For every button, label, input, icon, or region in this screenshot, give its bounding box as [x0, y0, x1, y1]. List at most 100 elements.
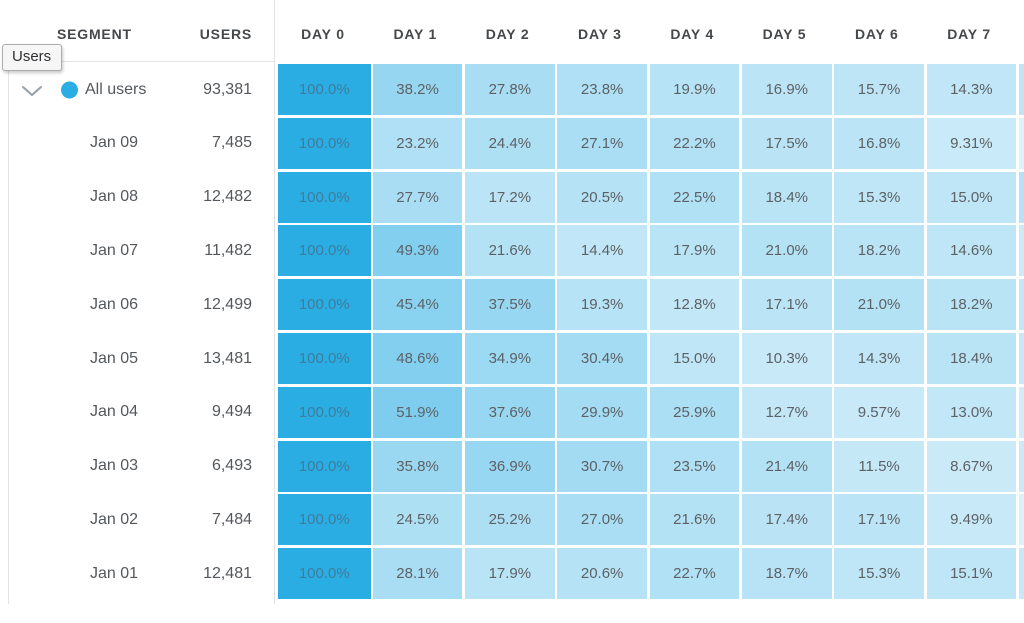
- retention-cell[interactable]: 15.7%: [834, 64, 924, 115]
- retention-cell[interactable]: 18.7%: [742, 548, 832, 600]
- retention-cell[interactable]: 17.1%: [834, 494, 924, 546]
- retention-cell[interactable]: 17.9%: [465, 548, 555, 600]
- retention-cell-partial[interactable]: [1018, 64, 1024, 115]
- retention-cell[interactable]: 24.4%: [465, 117, 555, 169]
- retention-cell[interactable]: 23.5%: [649, 440, 740, 492]
- retention-cell[interactable]: 15.3%: [834, 171, 924, 223]
- retention-cell[interactable]: 45.4%: [372, 279, 463, 331]
- retention-cell[interactable]: 21.0%: [834, 279, 924, 331]
- retention-cell[interactable]: 22.2%: [649, 117, 740, 169]
- retention-cell[interactable]: 14.3%: [834, 333, 924, 384]
- retention-cell[interactable]: 22.5%: [649, 171, 740, 223]
- retention-cell[interactable]: 30.7%: [557, 440, 647, 492]
- retention-cell[interactable]: 9.57%: [834, 386, 924, 438]
- retention-cell[interactable]: 100.0%: [278, 386, 371, 438]
- cohort-row[interactable]: All users 93,381 100.0% 38.2% 27.8% 23.8% 19.9…: [0, 64, 1024, 115]
- retention-cell[interactable]: 9.31%: [926, 117, 1017, 169]
- retention-cell-partial[interactable]: [1018, 333, 1024, 384]
- retention-cell[interactable]: 17.9%: [649, 225, 740, 277]
- retention-cell[interactable]: 28.1%: [372, 548, 463, 600]
- retention-cell[interactable]: 16.9%: [742, 64, 832, 115]
- retention-cell[interactable]: 14.4%: [557, 225, 647, 277]
- retention-cell[interactable]: 14.6%: [926, 225, 1017, 277]
- retention-cell[interactable]: 100.0%: [278, 440, 371, 492]
- retention-cell-partial[interactable]: [1018, 171, 1024, 223]
- retention-cell[interactable]: 100.0%: [278, 225, 371, 277]
- retention-cell[interactable]: 23.2%: [372, 117, 463, 169]
- cohort-row[interactable]: Jan 01 12,481 100.0% 28.1% 17.9% 20.6% 22.7% 18…: [0, 548, 1024, 600]
- retention-cell[interactable]: 15.0%: [649, 333, 740, 384]
- cohort-row[interactable]: Jan 02 7,484 100.0% 24.5% 25.2% 27.0% 21.6% 17.…: [0, 494, 1024, 546]
- cohort-row[interactable]: Jan 04 9,494 100.0% 51.9% 37.6% 29.9% 25.9% 12.…: [0, 386, 1024, 438]
- retention-cell[interactable]: 19.3%: [557, 279, 647, 331]
- retention-cell-partial[interactable]: [1018, 117, 1024, 169]
- retention-cell[interactable]: 51.9%: [372, 386, 463, 438]
- retention-cell[interactable]: 15.0%: [926, 171, 1017, 223]
- retention-cell[interactable]: 20.5%: [557, 171, 647, 223]
- retention-cell[interactable]: 17.2%: [465, 171, 555, 223]
- retention-cell[interactable]: 100.0%: [278, 171, 371, 223]
- chevron-down-icon[interactable]: [21, 84, 43, 96]
- retention-cell[interactable]: 100.0%: [278, 117, 371, 169]
- retention-cell[interactable]: 100.0%: [278, 64, 371, 115]
- retention-cell[interactable]: 37.5%: [465, 279, 555, 331]
- retention-cell[interactable]: 27.1%: [557, 117, 647, 169]
- retention-cell[interactable]: 21.6%: [465, 225, 555, 277]
- retention-cell[interactable]: 9.49%: [926, 494, 1017, 546]
- retention-cell[interactable]: 25.9%: [649, 386, 740, 438]
- retention-cell[interactable]: 22.7%: [649, 548, 740, 600]
- cohort-row[interactable]: Jan 03 6,493 100.0% 35.8% 36.9% 30.7% 23.5% 21.…: [0, 440, 1024, 492]
- retention-cell-partial[interactable]: [1018, 279, 1024, 331]
- retention-cell[interactable]: 14.3%: [926, 64, 1017, 115]
- retention-cell[interactable]: 21.4%: [742, 440, 832, 492]
- retention-cell[interactable]: 16.8%: [834, 117, 924, 169]
- retention-cell[interactable]: 48.6%: [372, 333, 463, 384]
- retention-cell[interactable]: 10.3%: [742, 333, 832, 384]
- retention-cell[interactable]: 17.4%: [742, 494, 832, 546]
- retention-cell[interactable]: 100.0%: [278, 494, 371, 546]
- retention-cell[interactable]: 49.3%: [372, 225, 463, 277]
- retention-cell[interactable]: 17.5%: [742, 117, 832, 169]
- retention-cell[interactable]: 36.9%: [465, 440, 555, 492]
- retention-cell-partial[interactable]: [1018, 386, 1024, 438]
- retention-cell[interactable]: 24.5%: [372, 494, 463, 546]
- retention-cell[interactable]: 27.8%: [465, 64, 555, 115]
- retention-cell[interactable]: 29.9%: [557, 386, 647, 438]
- cohort-row[interactable]: Jan 08 12,482 100.0% 27.7% 17.2% 20.5% 22.5% 18…: [0, 171, 1024, 223]
- cohort-row[interactable]: Jan 07 11,482 100.0% 49.3% 21.6% 14.4% 17.9% 21…: [0, 225, 1024, 277]
- retention-cell[interactable]: 23.8%: [557, 64, 647, 115]
- retention-cell[interactable]: 35.8%: [372, 440, 463, 492]
- retention-cell[interactable]: 18.2%: [834, 225, 924, 277]
- retention-cell[interactable]: 34.9%: [465, 333, 555, 384]
- retention-cell[interactable]: 21.6%: [649, 494, 740, 546]
- retention-cell[interactable]: 18.4%: [742, 171, 832, 223]
- retention-cell[interactable]: 15.1%: [926, 548, 1017, 600]
- retention-cell[interactable]: 38.2%: [372, 64, 463, 115]
- retention-cell[interactable]: 19.9%: [649, 64, 740, 115]
- retention-cell[interactable]: 100.0%: [278, 548, 371, 600]
- retention-cell[interactable]: 8.67%: [926, 440, 1017, 492]
- retention-cell[interactable]: 27.7%: [372, 171, 463, 223]
- retention-cell[interactable]: 27.0%: [557, 494, 647, 546]
- retention-cell[interactable]: 12.8%: [649, 279, 740, 331]
- cohort-row[interactable]: Jan 05 13,481 100.0% 48.6% 34.9% 30.4% 15.0% 10…: [0, 333, 1024, 384]
- retention-cell[interactable]: 15.3%: [834, 548, 924, 600]
- retention-cell-partial[interactable]: [1018, 548, 1024, 600]
- retention-cell[interactable]: 100.0%: [278, 333, 371, 384]
- retention-cell[interactable]: 30.4%: [557, 333, 647, 384]
- retention-cell[interactable]: 25.2%: [465, 494, 555, 546]
- cohort-row[interactable]: Jan 06 12,499 100.0% 45.4% 37.5% 19.3% 12.8% 17…: [0, 279, 1024, 331]
- retention-cell[interactable]: 18.2%: [926, 279, 1017, 331]
- retention-cell[interactable]: 13.0%: [926, 386, 1017, 438]
- cohort-row[interactable]: Jan 09 7,485 100.0% 23.2% 24.4% 27.1% 22.2% 17.…: [0, 117, 1024, 169]
- retention-cell-partial[interactable]: [1018, 440, 1024, 492]
- retention-cell[interactable]: 18.4%: [926, 333, 1017, 384]
- retention-cell[interactable]: 20.6%: [557, 548, 647, 600]
- retention-cell[interactable]: 12.7%: [742, 386, 832, 438]
- retention-cell[interactable]: 37.6%: [465, 386, 555, 438]
- retention-cell[interactable]: 17.1%: [742, 279, 832, 331]
- retention-cell-partial[interactable]: [1018, 494, 1024, 546]
- retention-cell[interactable]: 11.5%: [834, 440, 924, 492]
- retention-cell[interactable]: 100.0%: [278, 279, 371, 331]
- retention-cell-partial[interactable]: [1018, 225, 1024, 277]
